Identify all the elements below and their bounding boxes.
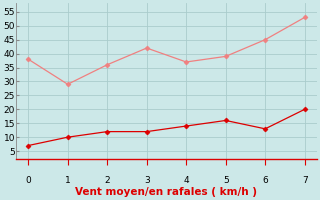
X-axis label: Vent moyen/en rafales ( km/h ): Vent moyen/en rafales ( km/h ) <box>76 187 258 197</box>
